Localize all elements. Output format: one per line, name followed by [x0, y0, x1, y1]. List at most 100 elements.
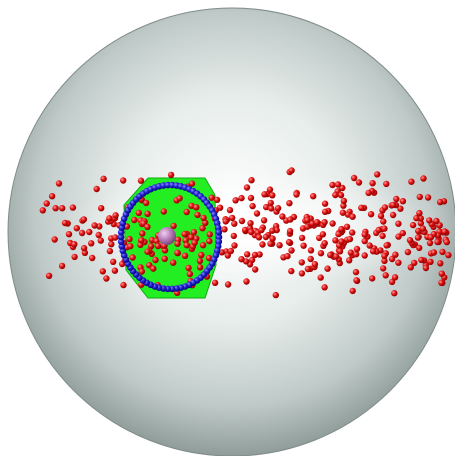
red-point	[405, 249, 411, 255]
red-point	[362, 238, 368, 244]
red-point	[182, 253, 188, 259]
red-point	[358, 205, 364, 211]
red-point	[185, 265, 191, 271]
red-point	[110, 259, 116, 265]
red-point	[300, 243, 306, 249]
red-point	[407, 237, 413, 243]
red-point	[416, 210, 422, 216]
red-point	[269, 192, 275, 198]
red-point	[261, 217, 267, 223]
center-sphere	[158, 227, 176, 245]
red-point	[370, 248, 376, 254]
red-point	[390, 202, 396, 208]
red-point	[304, 224, 310, 230]
red-point	[259, 241, 265, 247]
red-point	[327, 252, 333, 258]
red-point	[438, 280, 444, 286]
red-point	[322, 240, 328, 246]
red-point	[239, 218, 245, 224]
red-point	[106, 215, 112, 221]
red-point	[445, 252, 451, 258]
red-point	[332, 237, 338, 243]
red-point	[314, 219, 320, 225]
red-point	[248, 177, 254, 183]
red-point	[286, 239, 292, 245]
red-point	[354, 246, 360, 252]
red-point	[184, 209, 190, 215]
red-point	[383, 181, 389, 187]
red-point	[81, 245, 87, 251]
red-point	[79, 230, 85, 236]
red-point	[144, 249, 150, 255]
red-point	[349, 229, 355, 235]
red-point	[238, 256, 244, 262]
red-point	[44, 200, 50, 206]
red-point	[238, 195, 244, 201]
red-point	[269, 235, 275, 241]
red-point	[346, 257, 352, 263]
red-point	[351, 175, 357, 181]
red-point	[350, 288, 356, 294]
red-point	[206, 238, 212, 244]
red-point	[174, 250, 180, 256]
red-point	[182, 231, 188, 237]
red-point	[52, 236, 58, 242]
red-point	[287, 228, 293, 234]
red-point	[389, 256, 395, 262]
red-point	[369, 180, 375, 186]
red-point	[261, 191, 267, 197]
red-point	[425, 194, 431, 200]
red-point	[184, 242, 190, 248]
red-point	[369, 275, 375, 281]
red-point	[221, 226, 227, 232]
red-point	[415, 234, 421, 240]
red-point	[310, 193, 316, 199]
red-point	[174, 241, 180, 247]
red-point	[393, 196, 399, 202]
red-point	[86, 229, 92, 235]
red-point	[127, 243, 133, 249]
red-point	[367, 242, 373, 248]
red-point	[427, 240, 433, 246]
red-point	[275, 205, 281, 211]
red-point	[139, 268, 145, 274]
red-point	[232, 197, 238, 203]
red-point	[279, 213, 285, 219]
red-point	[244, 184, 250, 190]
red-point	[152, 257, 158, 263]
red-point	[231, 221, 237, 227]
red-point	[244, 251, 250, 257]
red-point	[320, 231, 326, 237]
red-point	[49, 193, 55, 199]
red-point	[52, 205, 58, 211]
red-point	[299, 235, 305, 241]
red-point	[322, 209, 328, 215]
red-point	[112, 212, 118, 218]
red-point	[380, 265, 386, 271]
red-point	[223, 218, 229, 224]
red-point	[288, 247, 294, 253]
red-point	[252, 252, 258, 258]
red-point	[374, 171, 380, 177]
red-point	[161, 208, 167, 214]
red-point	[194, 212, 200, 218]
red-point	[365, 190, 371, 196]
red-point	[428, 234, 434, 240]
red-point	[379, 233, 385, 239]
red-point	[333, 253, 339, 259]
red-point	[395, 260, 401, 266]
red-point	[100, 268, 106, 274]
red-point	[71, 254, 77, 260]
red-point	[293, 191, 299, 197]
red-point	[144, 224, 150, 230]
red-point	[81, 216, 87, 222]
red-point	[267, 186, 273, 192]
red-point	[418, 257, 424, 263]
red-point	[341, 198, 347, 204]
red-point	[308, 247, 314, 253]
red-point	[329, 182, 335, 188]
red-point	[318, 250, 324, 256]
red-point	[136, 210, 142, 216]
red-point	[400, 230, 406, 236]
red-point	[66, 231, 72, 237]
